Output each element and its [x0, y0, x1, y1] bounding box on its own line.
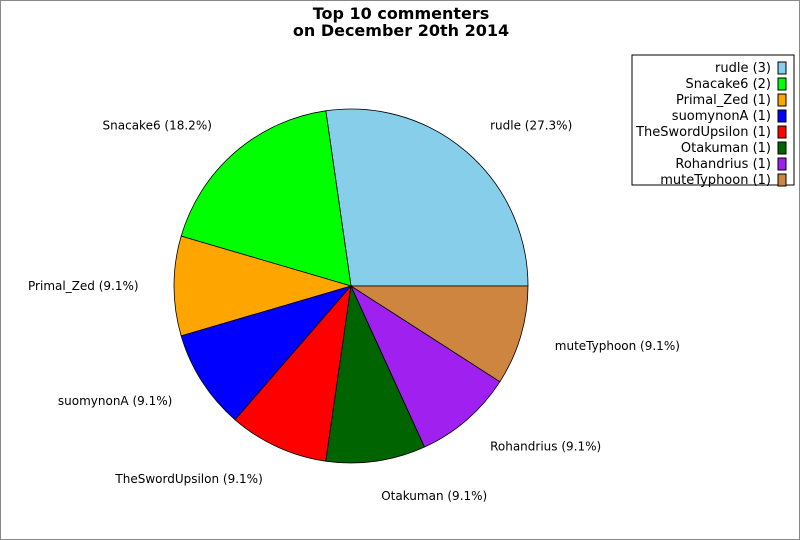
legend-label-Otakuman: Otakuman (1) — [681, 141, 771, 156]
slice-label-Snacake6: Snacake6 (18.2%) — [103, 118, 212, 132]
legend-label-suomynonA: suomynonA (1) — [672, 109, 771, 124]
legend-swatch-Snacake6 — [777, 77, 787, 91]
pie-slice-Rohandrius — [350, 284, 501, 448]
chart-title-line-2: on December 20th 2014 — [293, 21, 509, 40]
legend-label-muteTyphoon: muteTyphoon (1) — [660, 173, 771, 188]
pie-slice-Otakuman — [325, 284, 426, 464]
pie-slice-muteTyphoon — [349, 285, 529, 383]
legend-label-Snacake6: Snacake6 (2) — [686, 77, 771, 92]
legend-swatch-Primal_Zed — [777, 93, 787, 107]
legend-swatch-suomynonA — [777, 109, 787, 123]
legend-swatch-Otakuman — [777, 141, 787, 155]
legend-box — [631, 54, 795, 186]
slice-label-suomynonA: suomynonA (9.1%) — [58, 394, 172, 408]
chart-title-line-1: Top 10 commenters — [313, 4, 490, 23]
legend-swatch-Rohandrius — [777, 157, 787, 171]
legend-swatch-rudle — [777, 61, 787, 75]
legend-swatch-muteTyphoon — [777, 173, 787, 187]
legend-label-TheSwordUpsilon: TheSwordUpsilon (1) — [635, 125, 771, 140]
legend-swatch-TheSwordUpsilon — [777, 125, 787, 139]
slice-label-TheSwordUpsilon: TheSwordUpsilon (9.1%) — [114, 472, 262, 486]
pie-slice-suomynonA — [180, 285, 353, 421]
slice-label-Otakuman: Otakuman (9.1%) — [381, 489, 487, 503]
pie-slice-rudle — [325, 108, 529, 287]
slice-label-Primal_Zed: Primal_Zed (9.1%) — [28, 279, 139, 293]
pie-slice-Primal_Zed — [173, 235, 353, 337]
slice-label-rudle: rudle (27.3%) — [490, 118, 572, 132]
pie-slice-Snacake6 — [180, 110, 352, 287]
legend-label-rudle: rudle (3) — [715, 61, 771, 76]
legend-label-Primal_Zed: Primal_Zed (1) — [676, 93, 771, 108]
slice-label-Rohandrius: Rohandrius (9.1%) — [490, 440, 601, 454]
slice-label-muteTyphoon: muteTyphoon (9.1%) — [555, 339, 680, 353]
pie-slice-TheSwordUpsilon — [234, 284, 352, 462]
legend-label-Rohandrius: Rohandrius (1) — [675, 157, 771, 172]
